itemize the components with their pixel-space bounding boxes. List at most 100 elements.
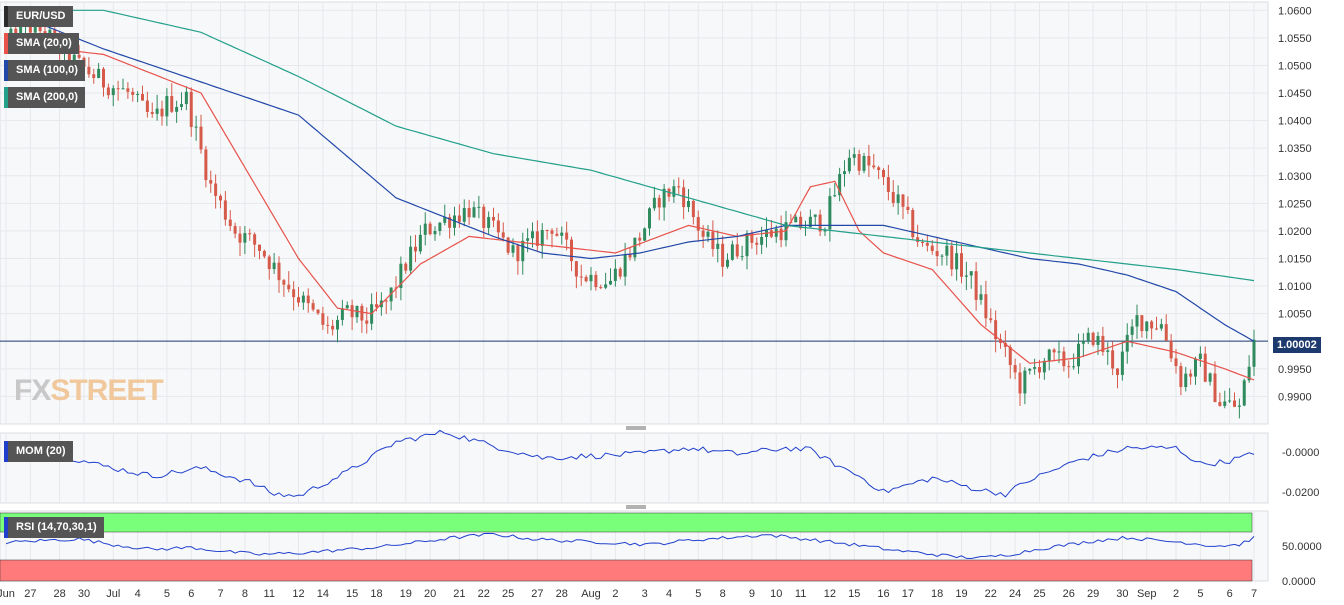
- candle-body: [945, 245, 949, 256]
- candle-body: [492, 217, 495, 221]
- x-tick-label: 19: [955, 588, 967, 600]
- candle-body: [102, 68, 105, 88]
- candle-body: [711, 231, 715, 250]
- candle-body: [1028, 368, 1032, 371]
- x-tick-label: 16: [877, 588, 889, 600]
- candle-body: [1057, 351, 1061, 353]
- x-tick-label: 28: [54, 588, 66, 600]
- fxstreet-logo: FXSTREET: [14, 374, 164, 408]
- candle-body: [545, 229, 549, 231]
- candle-body: [472, 207, 476, 218]
- candle-body: [994, 320, 998, 340]
- sma20-legend-text: SMA (20,0): [16, 37, 72, 49]
- candle-body: [969, 271, 973, 276]
- sma20-line: [5, 42, 1255, 381]
- candle-body: [331, 325, 335, 330]
- candle-body: [214, 183, 218, 196]
- candle-body: [209, 180, 213, 184]
- candle-body: [438, 222, 442, 232]
- candle-body: [565, 232, 569, 240]
- candle-body: [940, 255, 944, 257]
- candle-body: [570, 239, 573, 262]
- candle-body: [111, 88, 115, 96]
- candle-body: [1237, 405, 1241, 407]
- candle-body: [823, 229, 827, 232]
- candle-body: [384, 300, 388, 302]
- x-tick-label: 5: [695, 588, 701, 600]
- price-tick-label: 1.0250: [1278, 198, 1312, 210]
- x-tick-label: 27: [24, 588, 36, 600]
- candle-body: [769, 230, 773, 237]
- candle-body: [1233, 400, 1236, 407]
- mom-tick-label: -0.0000: [1282, 447, 1319, 459]
- candle-body: [716, 243, 720, 250]
- symbol-label-bar: [4, 6, 8, 27]
- price-tick-label: 1.0450: [1278, 88, 1312, 100]
- candle-body: [1003, 342, 1007, 347]
- candle-body: [604, 284, 608, 288]
- sma100-legend[interactable]: SMA (100,0): [4, 60, 85, 81]
- candle-body: [906, 206, 910, 211]
- x-tick-label: 8: [720, 588, 726, 600]
- candle-body: [350, 305, 354, 318]
- candle-body: [721, 243, 725, 267]
- candle-body: [740, 256, 744, 258]
- candle-body: [594, 274, 598, 288]
- candle-body: [813, 214, 817, 217]
- candle-body: [852, 154, 856, 158]
- candle-body: [1184, 373, 1188, 388]
- symbol-label[interactable]: EUR/USD: [4, 6, 73, 27]
- x-tick-label: 25: [502, 588, 514, 600]
- candle-body: [1247, 366, 1251, 381]
- sma20-legend[interactable]: SMA (20,0): [4, 33, 79, 54]
- candle-body: [228, 219, 232, 227]
- candle-body: [238, 233, 242, 243]
- candle-body: [901, 194, 905, 207]
- x-tick-label: 6: [188, 588, 194, 600]
- candle-body: [482, 206, 486, 228]
- candle-body: [1194, 358, 1197, 377]
- mom-tick-label: -0.0200: [1282, 487, 1319, 499]
- mom-legend[interactable]: MOM (20): [4, 441, 73, 462]
- candle-body: [750, 233, 754, 243]
- price-tick-label: 0.9900: [1278, 391, 1312, 403]
- candle-body: [696, 217, 700, 231]
- candle-body: [467, 207, 471, 218]
- panel-1-background: [0, 1, 1269, 425]
- candle-body: [589, 274, 593, 282]
- candle-body: [584, 276, 588, 282]
- rsi-legend[interactable]: RSI (14,70,30,1): [4, 517, 104, 538]
- candle-body: [340, 308, 344, 320]
- candle-body: [794, 216, 798, 223]
- candle-body: [506, 237, 510, 253]
- rsi-swatch: [4, 517, 8, 538]
- candle-body: [1198, 353, 1202, 359]
- x-tick-label: 18: [931, 588, 943, 600]
- candle-body: [555, 233, 559, 236]
- x-tick-label: 19: [400, 588, 412, 600]
- candle-body: [652, 197, 656, 209]
- x-tick-label: 12: [824, 588, 836, 600]
- candle-body: [891, 191, 895, 203]
- candle-body: [1242, 380, 1246, 406]
- candle-body: [453, 215, 456, 228]
- candle-body: [872, 165, 876, 168]
- candle-body: [1111, 350, 1115, 369]
- candle-body: [287, 284, 291, 290]
- candle-body: [979, 294, 983, 300]
- x-tick-label: 6: [1227, 588, 1233, 600]
- candle-body: [1086, 332, 1090, 341]
- price-tick-label: 1.0600: [1278, 5, 1312, 17]
- rsi-line: [5, 532, 1255, 560]
- candle-body: [1169, 340, 1173, 359]
- candle-body: [755, 242, 759, 245]
- candle-body: [301, 295, 305, 303]
- sma200-legend[interactable]: SMA (200,0): [4, 87, 85, 108]
- price-tick-label: 1.0200: [1278, 226, 1312, 238]
- candle-body: [1067, 366, 1071, 368]
- candle-body: [730, 244, 734, 260]
- price-tick-label: 1.0500: [1278, 60, 1312, 72]
- candle-body: [1062, 351, 1066, 367]
- candle-body: [136, 94, 140, 96]
